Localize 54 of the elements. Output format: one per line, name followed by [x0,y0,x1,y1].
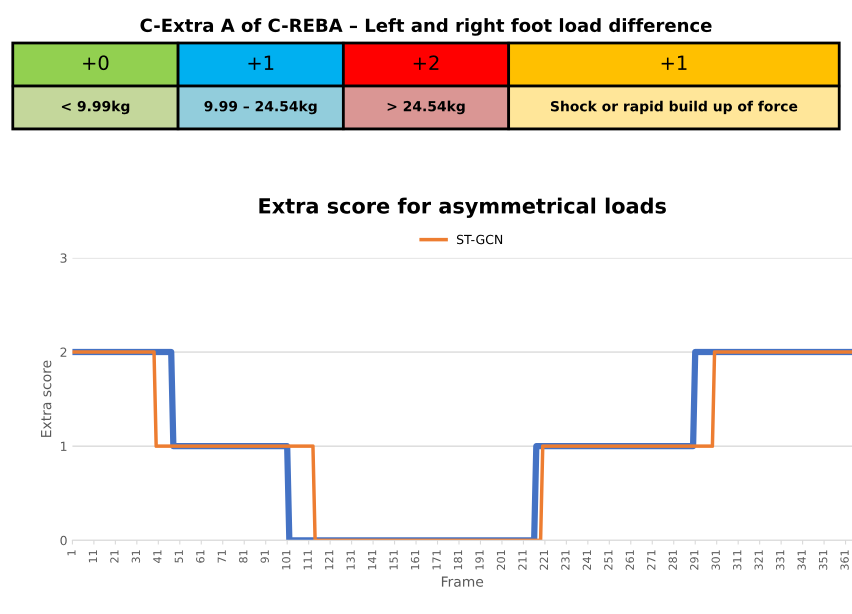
x-tick-label: 171 [432,550,441,570]
x-tick-label: 321 [754,550,763,570]
text: > 24.54kg [388,100,465,114]
x-tick-label: 101 [282,550,290,570]
text: +1 [248,56,274,70]
text: C-Extra A of C-REBA – Left and right foot load difference [140,18,712,36]
x-tick-label: 351 [818,550,828,570]
x-tick-label: 291 [690,550,698,570]
x-tick-label: 81 [239,550,248,563]
x-tick-label: 261 [626,550,634,570]
x-tick-label: 221 [540,550,548,570]
x-tick-label: 71 [218,550,226,563]
y-tick-label: 3 [60,253,67,263]
text: +0 [83,55,108,70]
text: +1 [662,56,686,70]
x-tick-label: 251 [604,550,613,570]
x-tick-label: 231 [561,550,570,570]
x-tick-label: 131 [346,550,355,570]
x-tick-label: 31 [132,550,140,563]
x-tick-label: 301 [712,550,720,570]
x-tick-label: 191 [475,550,484,570]
y-tick-label: 2 [60,348,66,357]
x-tick-label: 201 [496,550,506,570]
chart-title: Extra score for asymmetrical loads [259,198,666,218]
x-tick-label: 121 [324,550,334,570]
text: Shock or rapid build up of force [550,100,798,114]
y-axis-title: Extra score [41,360,52,437]
x-tick-label: 1 [67,550,76,556]
text: < 9.99kg [62,100,130,114]
x-tick-label: 311 [732,550,742,570]
x-tick-label: 11 [88,550,97,562]
x-tick-label: 91 [260,550,269,563]
x-tick-label: 111 [304,550,312,570]
x-tick-label: 341 [797,550,806,570]
x-tick-label: 41 [153,550,162,563]
x-tick-label: 361 [840,550,849,570]
x-tick-label: 331 [776,550,784,570]
x-tick-label: 51 [174,550,184,563]
y-tick-label: 1 [60,442,66,451]
y-tick-label: 0 [60,536,67,546]
x-tick-label: 151 [390,550,398,570]
x-tick-label: 161 [410,550,420,570]
text: 9.99 – 24.54kg [204,100,317,114]
x-tick-label: 181 [454,550,462,570]
x-tick-label: 281 [668,550,677,570]
x-tick-label: 141 [368,550,376,570]
text: +2 [414,55,438,70]
x-tick-label: 271 [647,550,656,570]
x-tick-label: 21 [110,550,118,563]
x-tick-label: 241 [582,550,591,570]
x-tick-label: 61 [196,550,204,563]
legend-label: ST-GCN [456,234,502,244]
x-axis-title: Frame [442,576,484,587]
x-tick-label: 211 [518,550,526,570]
